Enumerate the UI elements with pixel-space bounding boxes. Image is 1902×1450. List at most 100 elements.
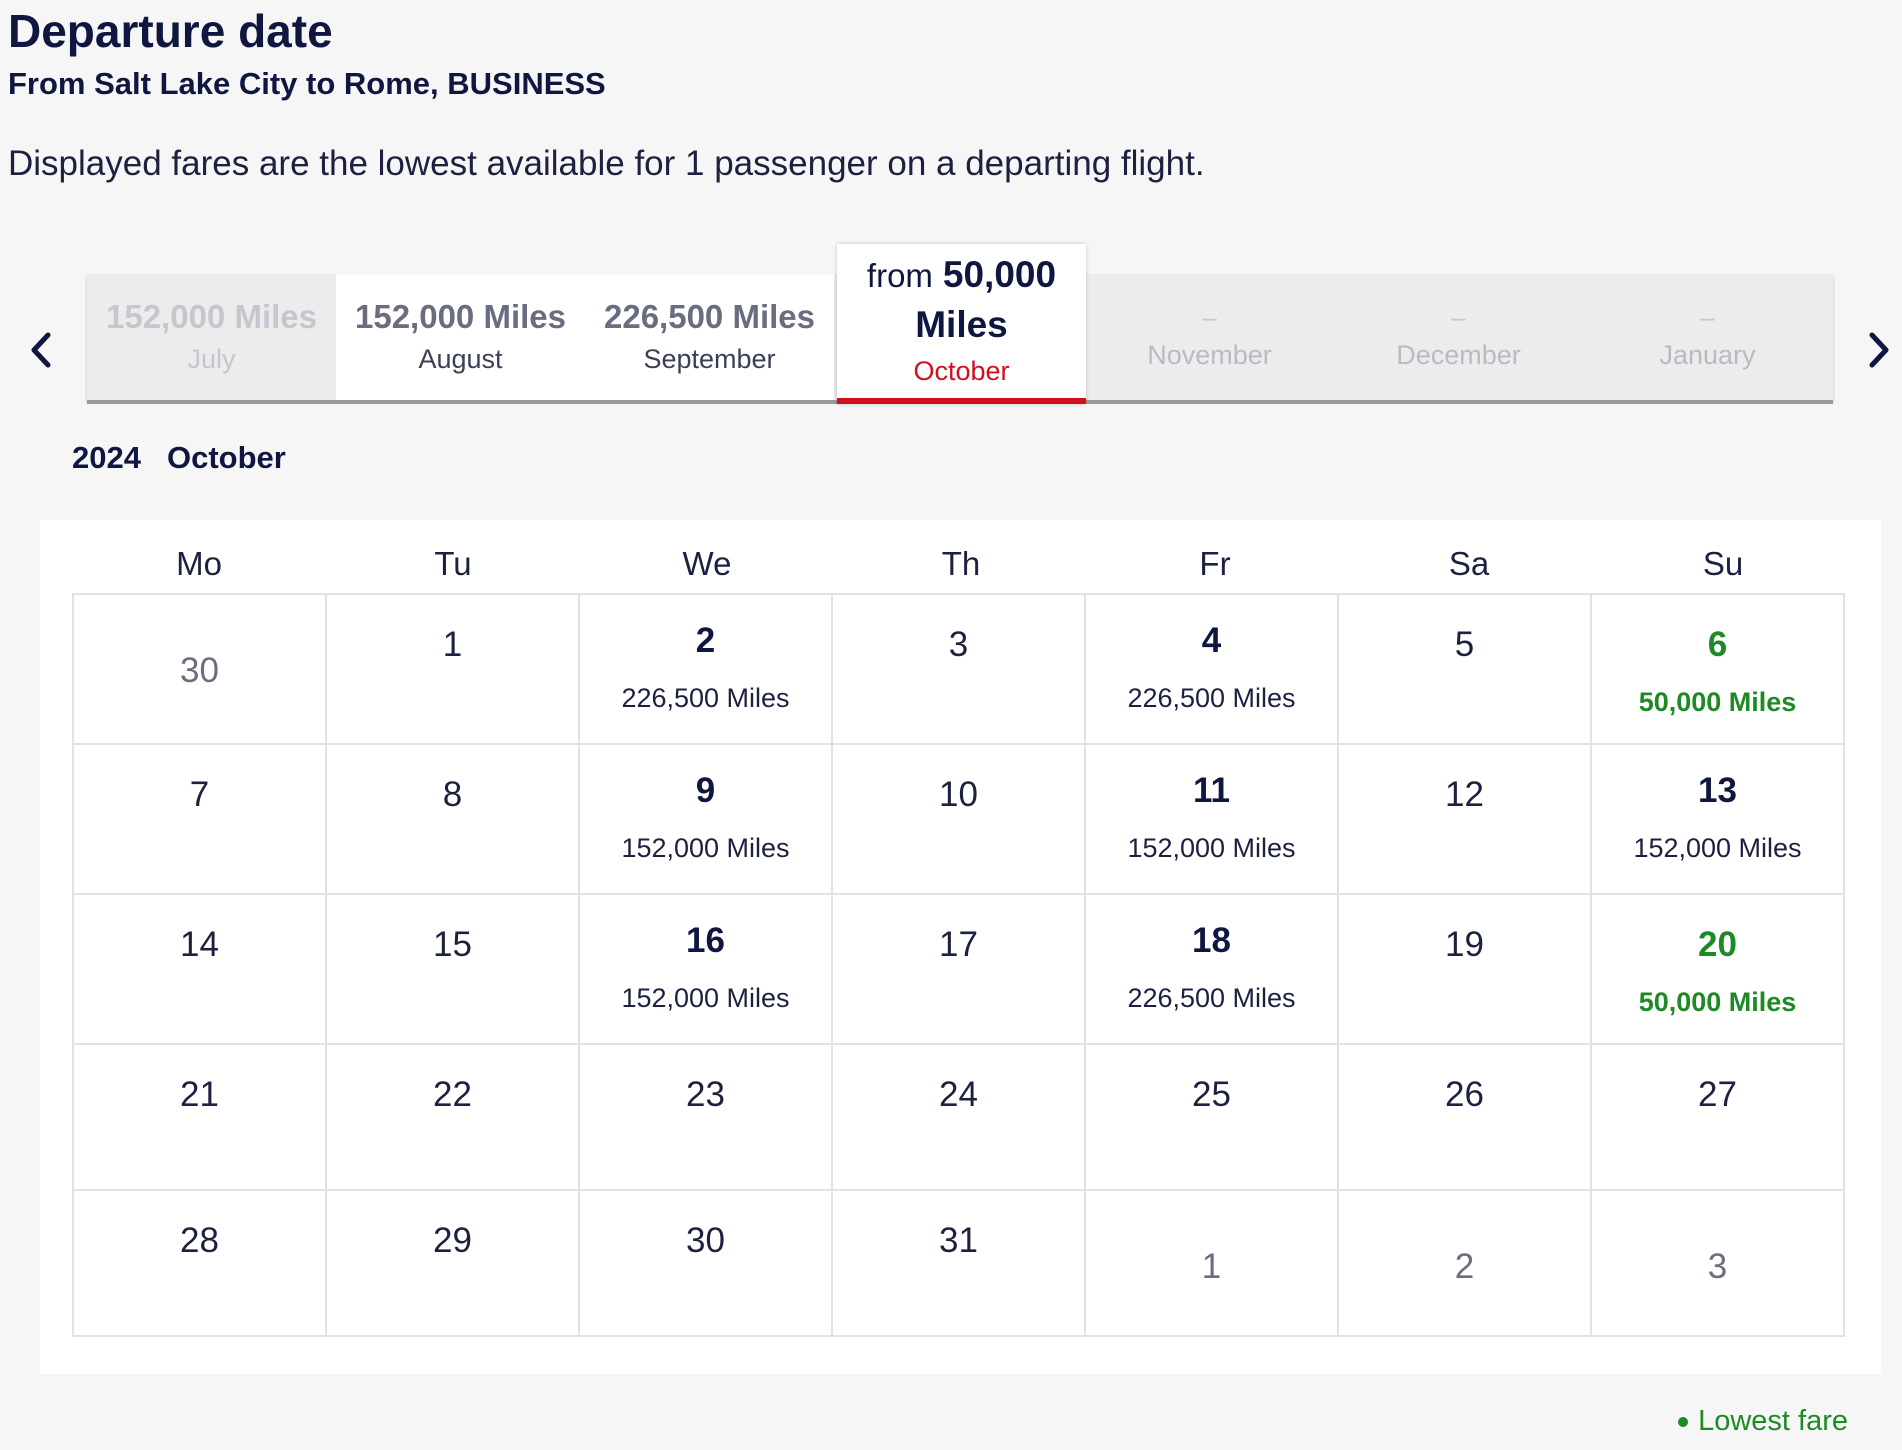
day-number: 1 (1201, 1247, 1222, 1286)
calendar-day[interactable]: 11 152,000 Miles (1086, 745, 1339, 895)
month-name: January (1659, 340, 1756, 370)
weekday-label: Mo (176, 545, 222, 582)
calendar-day: 3 (833, 595, 1086, 745)
month-tab-august[interactable]: 152,000 Miles August (336, 274, 585, 400)
calendar-day: 12 (1339, 745, 1592, 895)
day-number: 17 (939, 925, 978, 964)
day-number: 9 (695, 771, 716, 810)
calendar-day: 22 (327, 1045, 580, 1191)
legend-lowest-fare: Lowest fare (1698, 1405, 1848, 1437)
day-number: 6 (1707, 625, 1728, 664)
calendar-day[interactable]: 18 226,500 Miles (1086, 895, 1339, 1045)
day-price: 226,500 Miles (1127, 683, 1296, 713)
calendar-day-outside-month: 30 (74, 595, 327, 745)
weekday-label: Fr (1199, 545, 1231, 582)
calendar-day: 27 (1592, 1045, 1845, 1191)
day-number: 11 (1193, 771, 1230, 810)
day-number: 22 (433, 1075, 472, 1114)
day-price: 152,000 Miles (1127, 833, 1296, 863)
day-number: 31 (939, 1221, 978, 1260)
from-label: from (866, 256, 933, 294)
calendar-day: 14 (74, 895, 327, 1045)
day-number: 23 (686, 1075, 725, 1114)
day-number: 21 (180, 1075, 219, 1114)
calendar-day: 19 (1339, 895, 1592, 1045)
month-tab-july[interactable]: 152,000 Miles July (87, 274, 336, 400)
calendar-month: October (166, 440, 286, 475)
month-miles: 152,000 Miles (106, 298, 317, 335)
lowest-fare-dot-icon (1678, 1416, 1689, 1427)
calendar-day: 23 (580, 1045, 833, 1191)
day-number: 3 (1707, 1247, 1728, 1286)
weekday-label: Tu (434, 545, 472, 582)
day-number: 10 (939, 775, 978, 814)
next-month-button[interactable] (1857, 328, 1901, 372)
month-miles: – (1451, 302, 1466, 332)
day-number: 29 (433, 1221, 472, 1260)
calendar-day-outside-month: 3 (1592, 1191, 1845, 1337)
weekday-label: Sa (1448, 545, 1490, 582)
day-number: 15 (433, 925, 472, 964)
calendar-day: 7 (74, 745, 327, 895)
day-number: 30 (180, 651, 219, 690)
calendar-grid: 30 1 2 226,500 Miles 3 4 226,500 Miles 5 6 50,000… (72, 593, 1845, 1337)
calendar-day: 15 (327, 895, 580, 1045)
miles-value: 50,000 (942, 253, 1057, 295)
calendar-day[interactable]: 13 152,000 Miles (1592, 745, 1845, 895)
calendar-day[interactable]: 4 226,500 Miles (1086, 595, 1339, 745)
day-number: 12 (1445, 775, 1484, 814)
month-tab-december: – December (1334, 274, 1583, 400)
calendar-day[interactable]: 6 50,000 Miles (1592, 595, 1845, 745)
calendar-day: 31 (833, 1191, 1086, 1337)
calendar: Mo Tu We Th Fr Sa Su 30 1 2 226,500 Miles 3 4… (40, 520, 1881, 1374)
calendar-day[interactable]: 16 152,000 Miles (580, 895, 833, 1045)
legend: Lowest fare (1678, 1405, 1848, 1438)
calendar-day: 10 (833, 745, 1086, 895)
month-name: August (418, 344, 503, 374)
day-number: 7 (189, 775, 210, 814)
month-from-price: from 50,000 (867, 250, 1056, 301)
day-price: 50,000 Miles (1638, 987, 1797, 1017)
month-name: October (913, 355, 1010, 386)
month-tab-january: – January (1583, 274, 1832, 400)
calendar-day[interactable]: 20 50,000 Miles (1592, 895, 1845, 1045)
day-number: 8 (442, 775, 463, 814)
day-number: 2 (1454, 1247, 1475, 1286)
day-price: 226,500 Miles (621, 683, 790, 713)
day-number: 16 (686, 921, 725, 960)
calendar-day-outside-month: 1 (1086, 1191, 1339, 1337)
calendar-day: 25 (1086, 1045, 1339, 1191)
month-tab-november: – November (1085, 274, 1334, 400)
route-subtitle: From Salt Lake City to Rome, BUSINESS (8, 66, 606, 101)
day-price: 152,000 Miles (621, 833, 790, 863)
calendar-day: 17 (833, 895, 1086, 1045)
fare-description: Displayed fares are the lowest available… (8, 144, 1205, 183)
day-number: 14 (180, 925, 219, 964)
day-number: 18 (1192, 921, 1231, 960)
month-miles: 152,000 Miles (355, 298, 566, 335)
day-number: 25 (1192, 1075, 1231, 1114)
calendar-heading: 2024 October (72, 440, 286, 476)
month-name: September (643, 344, 776, 374)
weekday-label: Th (941, 545, 981, 582)
day-price: 152,000 Miles (1633, 833, 1802, 863)
calendar-day-outside-month: 2 (1339, 1191, 1592, 1337)
month-tab-october[interactable]: from 50,000 Miles October (837, 244, 1086, 404)
day-number: 1 (442, 625, 463, 664)
day-number: 5 (1454, 625, 1475, 664)
month-tab-september[interactable]: 226,500 Miles September (585, 274, 834, 400)
day-number: 30 (686, 1221, 725, 1260)
month-name: July (187, 344, 236, 374)
chevron-left-icon (31, 332, 51, 368)
chevron-right-icon (1869, 332, 1889, 368)
day-price: 226,500 Miles (1127, 983, 1296, 1013)
previous-month-button[interactable] (19, 328, 63, 372)
calendar-day[interactable]: 2 226,500 Miles (580, 595, 833, 745)
day-number: 2 (695, 621, 716, 660)
month-carousel: 152,000 Miles July 152,000 Miles August … (87, 244, 1833, 404)
calendar-day: 5 (1339, 595, 1592, 745)
calendar-day[interactable]: 9 152,000 Miles (580, 745, 833, 895)
day-number: 13 (1698, 771, 1737, 810)
calendar-day: 21 (74, 1045, 327, 1191)
calendar-day: 24 (833, 1045, 1086, 1191)
